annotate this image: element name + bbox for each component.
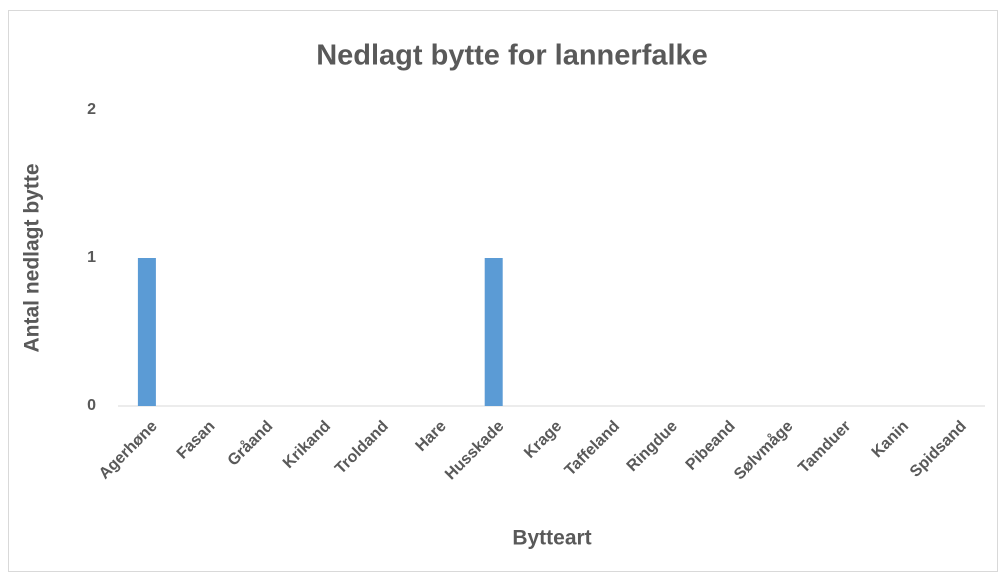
- bar: [484, 258, 503, 406]
- chart-title: Nedlagt bytte for lannerfalke: [316, 40, 708, 72]
- chart-border: [8, 10, 998, 572]
- x-axis-title: Bytteart: [512, 527, 591, 550]
- y-tick-label: 0: [87, 397, 96, 414]
- y-axis-title: Antal nedlagt bytte: [21, 163, 44, 352]
- y-tick-label: 2: [87, 101, 96, 118]
- bar: [137, 258, 156, 406]
- y-tick-label: 1: [87, 249, 96, 266]
